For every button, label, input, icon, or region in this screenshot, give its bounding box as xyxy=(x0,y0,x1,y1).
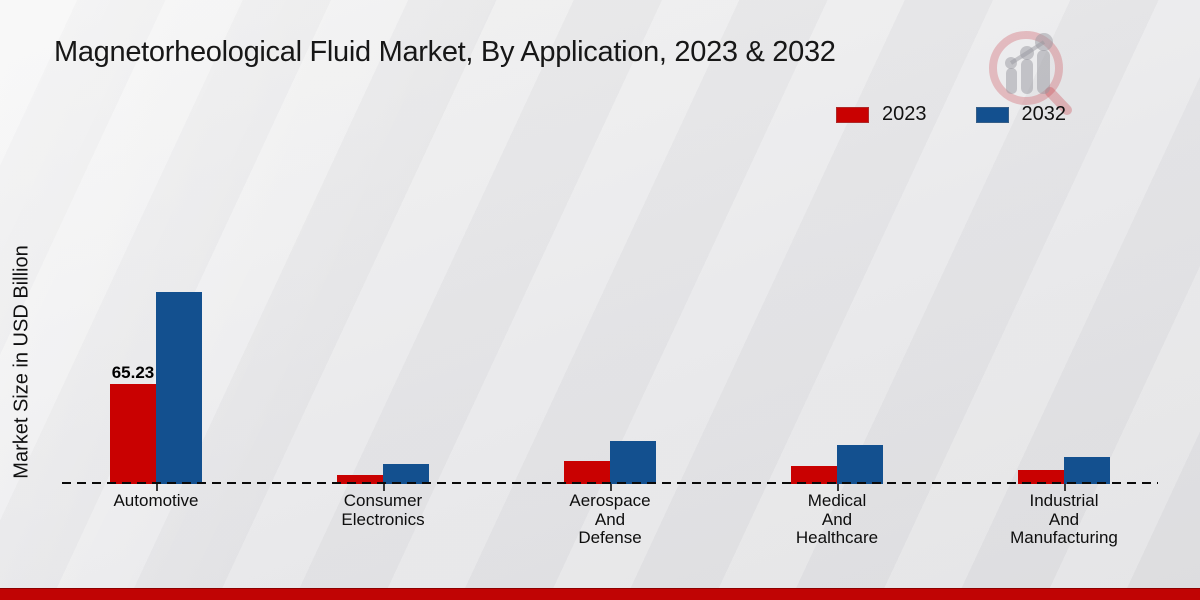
x-axis-tick xyxy=(156,484,158,491)
bar-2032-medical-and-healthcare xyxy=(837,445,883,484)
x-axis-tick xyxy=(837,484,839,491)
legend-swatch-2032-icon xyxy=(975,106,1009,123)
data-label-2023: 65.23 xyxy=(111,363,155,382)
bar-2032-consumer-electronics xyxy=(383,464,429,484)
legend: 2023 2032 xyxy=(836,103,1066,126)
bar-2023-consumer-electronics xyxy=(337,475,383,484)
footer-accent-bar xyxy=(0,588,1200,600)
brand-logo-icon xyxy=(988,28,1078,121)
category-label-consumer-electronics: Consumer Electronics xyxy=(341,491,425,529)
bar-2023-aerospace-and-defense xyxy=(564,461,610,484)
x-axis-tick xyxy=(1064,484,1066,491)
category-label-industrial-and-manufacturing: Industrial And Manufacturing xyxy=(1010,491,1118,547)
legend-swatch-2023-icon xyxy=(836,106,869,123)
bar-2032-industrial-and-manufacturing xyxy=(1064,457,1110,484)
category-label-aerospace-and-defense: Aerospace And Defense xyxy=(569,491,651,547)
category-label-medical-and-healthcare: Medical And Healthcare xyxy=(795,491,879,547)
legend-label-2032: 2032 xyxy=(1021,103,1067,125)
bar-2023-medical-and-healthcare xyxy=(791,466,837,484)
category-label-automotive: Automotive xyxy=(113,491,199,510)
bar-2032-aerospace-and-defense xyxy=(610,441,656,484)
bar-2023-industrial-and-manufacturing xyxy=(1018,470,1064,484)
x-axis-tick xyxy=(610,484,612,491)
chart-title: Magnetorheological Fluid Market, By Appl… xyxy=(54,36,836,68)
legend-label-2023: 2023 xyxy=(882,103,927,125)
legend-item-2023: 2023 xyxy=(836,103,927,126)
bar-2023-automotive xyxy=(110,384,156,484)
x-axis-baseline xyxy=(62,482,1158,484)
legend-item-2032: 2032 xyxy=(975,103,1067,126)
x-axis-tick xyxy=(383,484,385,491)
bar-2032-automotive xyxy=(156,292,202,484)
